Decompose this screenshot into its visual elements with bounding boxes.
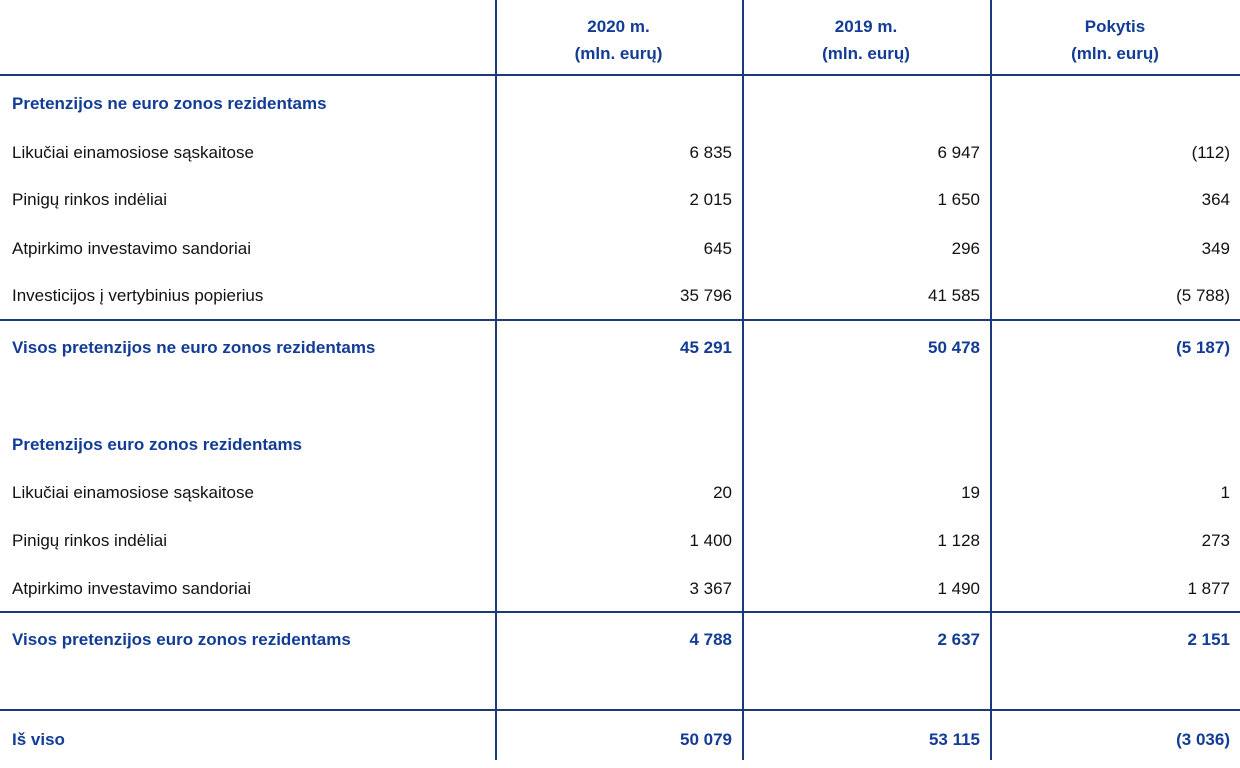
value-cell: 41 585 <box>928 286 980 305</box>
row-label: Likučiai einamosiose sąskaitose <box>12 483 254 502</box>
row-divider <box>0 319 1240 321</box>
value-cell: 1 400 <box>689 531 732 550</box>
value-cell: 1 877 <box>1187 579 1230 598</box>
value-cell: 1 <box>1220 483 1230 502</box>
value-cell: 3 367 <box>689 579 732 598</box>
value-cell: 645 <box>703 239 732 258</box>
column-divider <box>990 0 992 760</box>
value-cell: 53 115 <box>928 730 980 749</box>
value-cell: 6 947 <box>937 143 980 162</box>
value-cell: (5 187) <box>1176 338 1230 357</box>
column-divider <box>495 0 497 760</box>
value-cell: 50 478 <box>928 338 980 357</box>
value-cell: 1 490 <box>937 579 980 598</box>
row-label: Pinigų rinkos indėliai <box>12 190 167 209</box>
value-cell: (5 788) <box>1176 286 1230 305</box>
column-header: (mln. eurų) <box>822 44 910 63</box>
value-cell: (112) <box>1191 143 1230 162</box>
value-cell: 20 <box>713 483 732 502</box>
row-label: Pinigų rinkos indėliai <box>12 531 167 550</box>
row-label: Visos pretenzijos ne euro zonos rezident… <box>12 338 376 357</box>
row-label: Visos pretenzijos euro zonos rezidentams <box>12 630 351 649</box>
value-cell: 2 637 <box>937 630 980 649</box>
value-cell: 35 796 <box>680 286 732 305</box>
value-cell: 364 <box>1201 190 1230 209</box>
column-header: 2019 m. <box>834 17 898 36</box>
value-cell: 273 <box>1201 531 1230 550</box>
value-cell: 1 650 <box>937 190 980 209</box>
column-header: Pokytis <box>1084 17 1146 36</box>
row-divider <box>0 74 1240 76</box>
value-cell: 2 151 <box>1187 630 1230 649</box>
row-label: Iš viso <box>12 730 65 749</box>
section-header: Pretenzijos euro zonos rezidentams <box>12 435 303 454</box>
value-cell: 45 291 <box>680 338 732 357</box>
row-divider <box>0 709 1240 711</box>
value-cell: 50 079 <box>680 730 732 749</box>
column-divider <box>742 0 744 760</box>
value-cell: 2 015 <box>689 190 732 209</box>
column-header: 2020 m. <box>587 17 650 36</box>
column-header: (mln. eurų) <box>1071 44 1159 63</box>
value-cell: 19 <box>961 483 980 502</box>
value-cell: (3 036) <box>1176 730 1230 749</box>
row-label: Atpirkimo investavimo sandoriai <box>12 579 252 598</box>
column-header: (mln. eurų) <box>574 44 663 63</box>
row-label: Likučiai einamosiose sąskaitose <box>12 143 254 162</box>
value-cell: 4 788 <box>689 630 732 649</box>
section-header: Pretenzijos ne euro zonos rezidentams <box>12 94 327 113</box>
row-divider <box>0 611 1240 613</box>
row-label: Investicijos į vertybinius popierius <box>12 286 264 305</box>
value-cell: 1 128 <box>937 531 980 550</box>
value-cell: 6 835 <box>689 143 732 162</box>
value-cell: 296 <box>951 239 980 258</box>
row-label: Atpirkimo investavimo sandoriai <box>12 239 252 258</box>
value-cell: 349 <box>1201 239 1230 258</box>
